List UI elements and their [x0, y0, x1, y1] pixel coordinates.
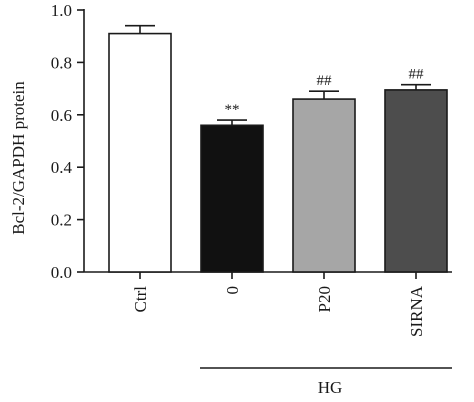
bar-0 — [200, 124, 264, 273]
group-label: HG — [318, 378, 343, 397]
y-tick-label: 0.8 — [51, 53, 72, 72]
bars: ** ## ## — [108, 24, 448, 273]
bar-p20 — [292, 98, 356, 273]
significance-label: ## — [409, 67, 425, 83]
category-label: Ctrl — [131, 286, 150, 313]
y-tick-label: 0.4 — [51, 158, 73, 177]
significance-label: ## — [317, 73, 333, 89]
y-tick-label: 0.6 — [51, 106, 72, 125]
group-bracket: HG — [200, 367, 452, 397]
category-labels: Ctrl 0 P20 SIRNA — [131, 285, 426, 337]
bar-ctrl — [108, 32, 172, 273]
category-label: 0 — [223, 286, 242, 295]
category-label: SIRNA — [407, 285, 426, 337]
category-label: P20 — [315, 286, 334, 312]
significance-label: ** — [225, 102, 240, 118]
bar-sirna — [384, 89, 448, 273]
y-tick-label: 0.2 — [51, 211, 72, 230]
y-axis-label: Bcl-2/GAPDH protein — [9, 81, 28, 235]
y-tick-label: 0.0 — [51, 263, 72, 282]
y-tick-label: 1.0 — [51, 1, 72, 20]
